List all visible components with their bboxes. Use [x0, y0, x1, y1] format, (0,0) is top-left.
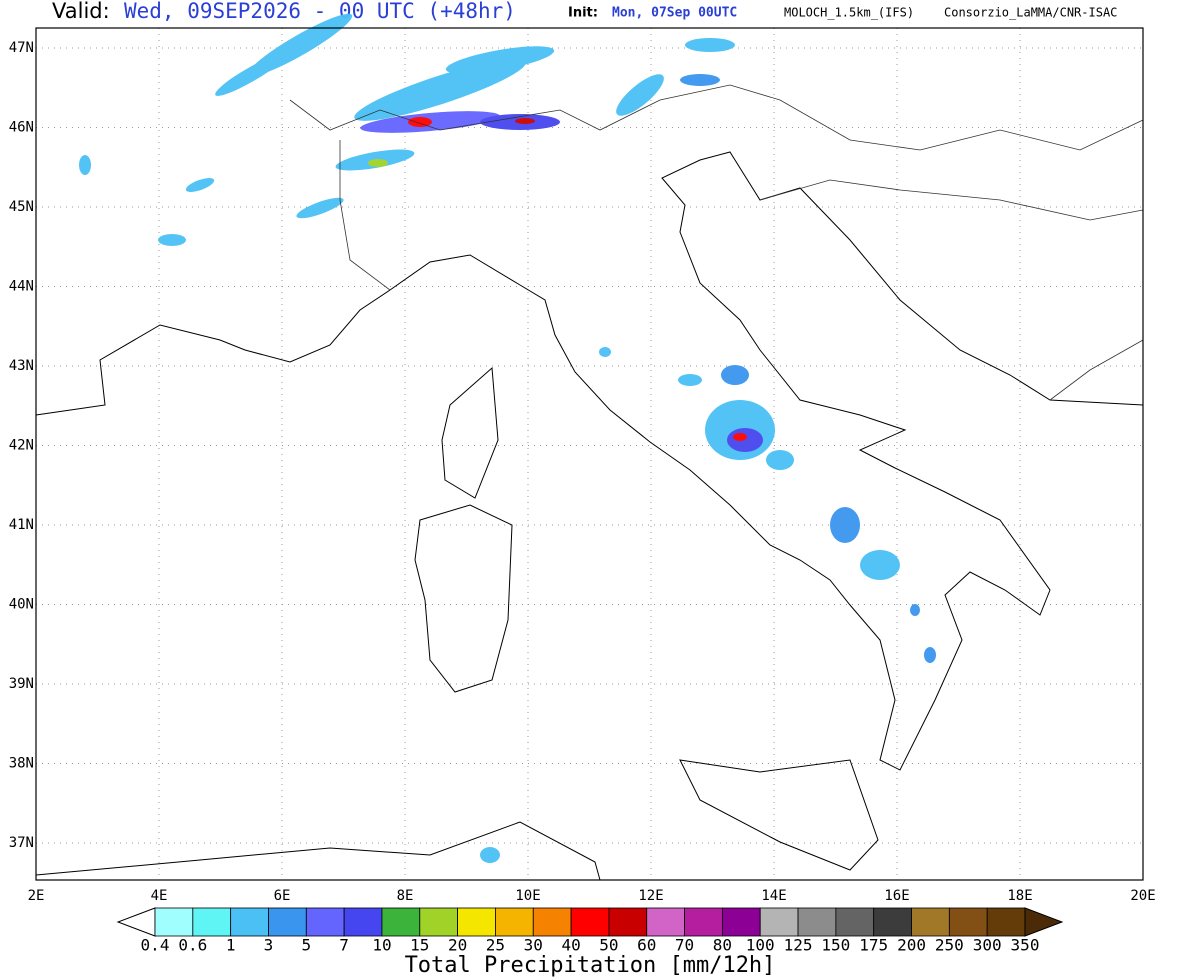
- lat-label: 37N: [9, 835, 34, 851]
- colorbar-swatch: [835, 907, 875, 937]
- colorbar: 0.4 0.6 1 3 5 7 10 15 20 25 30 40 50 60 70 80 100 125 150 1…: [116, 907, 1064, 955]
- colorbar-label: 15: [410, 936, 429, 955]
- colorbar-label: 80: [713, 936, 732, 955]
- colorbar-swatch: [457, 907, 496, 937]
- colorbar-swatch: [797, 907, 837, 937]
- colorbar-swatch: [986, 907, 1026, 937]
- lat-label: 40N: [9, 597, 34, 613]
- colorbar-label: 250: [935, 936, 964, 955]
- colorbar-label: 175: [859, 936, 888, 955]
- lat-label: 44N: [9, 279, 34, 295]
- colorbar-swatch: [873, 907, 912, 937]
- lon-label: 20E: [1130, 888, 1155, 904]
- colorbar-label: 100: [746, 936, 775, 955]
- axis-labels: 47N 46N 45N 44N 43N 42N 41N 40N 39N 38N 37N 2E 4E 6E 8…: [9, 40, 1156, 904]
- colorbar-title: Total Precipitation [mm/12h]: [405, 953, 776, 978]
- colorbar-label: 20: [448, 936, 467, 955]
- lat-label: 45N: [9, 199, 34, 215]
- colorbar-label: 30: [524, 936, 543, 955]
- colorbar-label: 350: [1011, 936, 1040, 955]
- lat-label: 46N: [9, 120, 34, 136]
- colorbar-over-arrow: [1024, 907, 1064, 937]
- colorbar-label: 0.4: [141, 936, 170, 955]
- model-name: MOLOCH_1.5km_(IFS): [784, 6, 914, 20]
- valid-label: Valid:: [52, 0, 110, 23]
- colorbar-swatch: [532, 907, 572, 937]
- colorbar-swatch: [911, 907, 950, 937]
- colorbar-swatch: [608, 907, 648, 937]
- colorbar-swatch: [495, 907, 534, 937]
- colorbar-swatch: [721, 907, 761, 937]
- colorbar-label: 10: [372, 936, 391, 955]
- coastlines: [35, 151, 1144, 881]
- colorbar-swatch: [343, 907, 383, 937]
- map-frame: [35, 27, 1144, 881]
- lon-label: 10E: [515, 888, 540, 904]
- valid-text: Wed, 09SEP2026 - 00 UTC (+48hr): [124, 0, 516, 23]
- colorbar-swatch: [948, 907, 988, 937]
- colorbar-swatch: [268, 907, 307, 937]
- colorbar-swatch: [646, 907, 685, 937]
- lon-label: 4E: [151, 888, 168, 904]
- lon-label: 14E: [761, 888, 786, 904]
- colorbar-label: 60: [637, 936, 656, 955]
- lon-label: 2E: [28, 888, 45, 904]
- colorbar-swatch: [192, 907, 232, 937]
- colorbar-swatch: [759, 907, 799, 937]
- lat-label: 47N: [9, 40, 34, 56]
- lat-label: 39N: [9, 676, 34, 692]
- colorbar-swatch: [684, 907, 723, 937]
- lat-label: 43N: [9, 358, 34, 374]
- colorbar-label: 300: [973, 936, 1002, 955]
- lon-label: 18E: [1007, 888, 1032, 904]
- colorbar-label: 0.6: [178, 936, 207, 955]
- lat-label: 38N: [9, 756, 34, 772]
- lon-label: 16E: [884, 888, 909, 904]
- lon-label: 8E: [397, 888, 414, 904]
- colorbar-label: 3: [264, 936, 274, 955]
- colorbar-under-arrow: [116, 907, 156, 937]
- colorbar-swatch: [419, 907, 459, 937]
- colorbar-label: 7: [339, 936, 349, 955]
- precipitation-field: [79, 13, 936, 863]
- colorbar-label: 200: [897, 936, 926, 955]
- colorbar-swatch: [570, 907, 610, 937]
- colorbar-label: 5: [301, 936, 311, 955]
- lat-label: 42N: [9, 438, 34, 454]
- lon-label: 12E: [638, 888, 663, 904]
- init-text: Mon, 07Sep 00UTC: [612, 6, 737, 21]
- colorbar-label: 125: [784, 936, 813, 955]
- colorbar-swatch: [230, 907, 269, 937]
- colorbar-label: 150: [821, 936, 850, 955]
- colorbar-swatch: [381, 907, 421, 937]
- colorbar-swatch: [154, 907, 194, 937]
- lat-label: 41N: [9, 517, 34, 533]
- colorbar-label: 1: [226, 936, 236, 955]
- colorbar-label: 70: [675, 936, 694, 955]
- borders: [289, 84, 1144, 401]
- credit: Consorzio_LaMMA/CNR-ISAC: [944, 6, 1117, 20]
- init-label: Init:: [568, 6, 598, 21]
- colorbar-swatch: [305, 907, 345, 937]
- lon-label: 6E: [274, 888, 291, 904]
- colorbar-label: 25: [486, 936, 505, 955]
- colorbar-label: 50: [599, 936, 618, 955]
- colorbar-label: 40: [561, 936, 580, 955]
- graticule: [36, 28, 1143, 880]
